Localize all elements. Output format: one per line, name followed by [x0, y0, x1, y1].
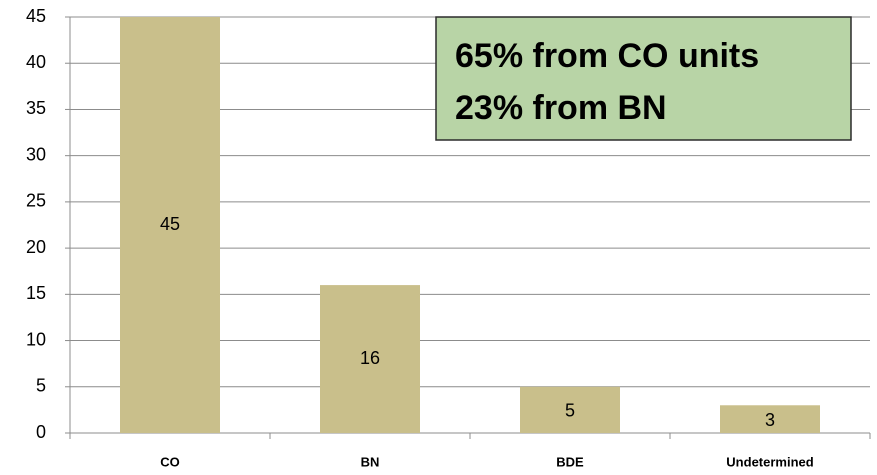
data-label: 3 — [765, 410, 775, 430]
bar — [520, 386, 620, 433]
bar — [120, 17, 220, 433]
y-tick-label: 20 — [26, 237, 46, 257]
annotation-box — [435, 16, 852, 141]
x-tick-label: CO — [160, 454, 180, 469]
annotation-line: 65% from CO units — [455, 37, 759, 75]
x-tick-label: BN — [361, 454, 380, 469]
y-tick-label: 30 — [26, 144, 46, 164]
y-tick-label: 10 — [26, 329, 46, 349]
y-tick-label: 0 — [36, 422, 46, 442]
data-label: 16 — [360, 348, 380, 368]
bar — [720, 405, 820, 433]
y-tick-label: 5 — [36, 376, 46, 396]
y-tick-label: 25 — [26, 191, 46, 211]
x-tick-label: Undetermined — [726, 454, 813, 469]
y-tick-label: 45 — [26, 6, 46, 26]
y-tick-label: 40 — [26, 52, 46, 72]
y-tick-label: 15 — [26, 283, 46, 303]
annotation-line: 23% from BN — [455, 89, 667, 127]
x-tick-label: BDE — [556, 454, 584, 469]
y-tick-label: 35 — [26, 98, 46, 118]
data-label: 45 — [160, 214, 180, 234]
data-label: 5 — [565, 401, 575, 421]
bar — [320, 285, 420, 433]
